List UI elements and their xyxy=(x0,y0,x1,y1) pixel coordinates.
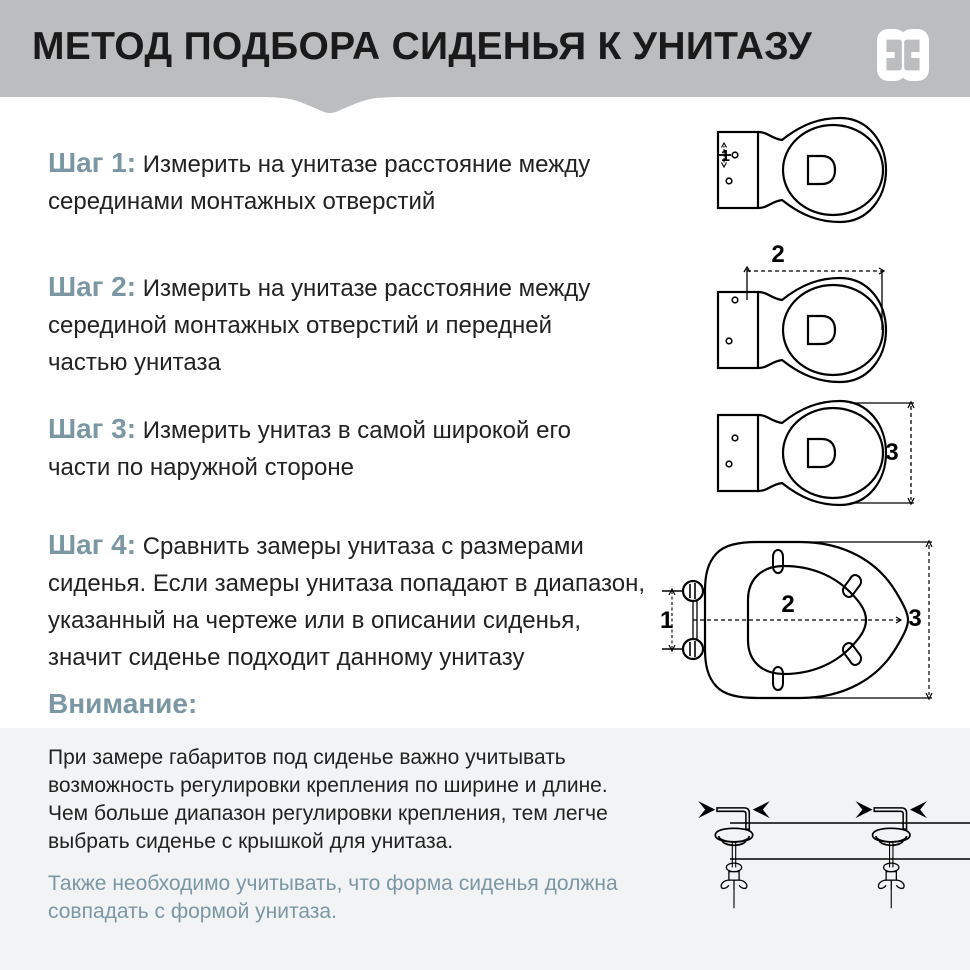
svg-text:2: 2 xyxy=(781,591,794,618)
svg-text:1: 1 xyxy=(660,607,673,634)
svg-text:3: 3 xyxy=(885,439,898,466)
svg-text:3: 3 xyxy=(908,605,921,632)
svg-text:2: 2 xyxy=(771,242,784,268)
svg-text:1: 1 xyxy=(721,148,730,165)
